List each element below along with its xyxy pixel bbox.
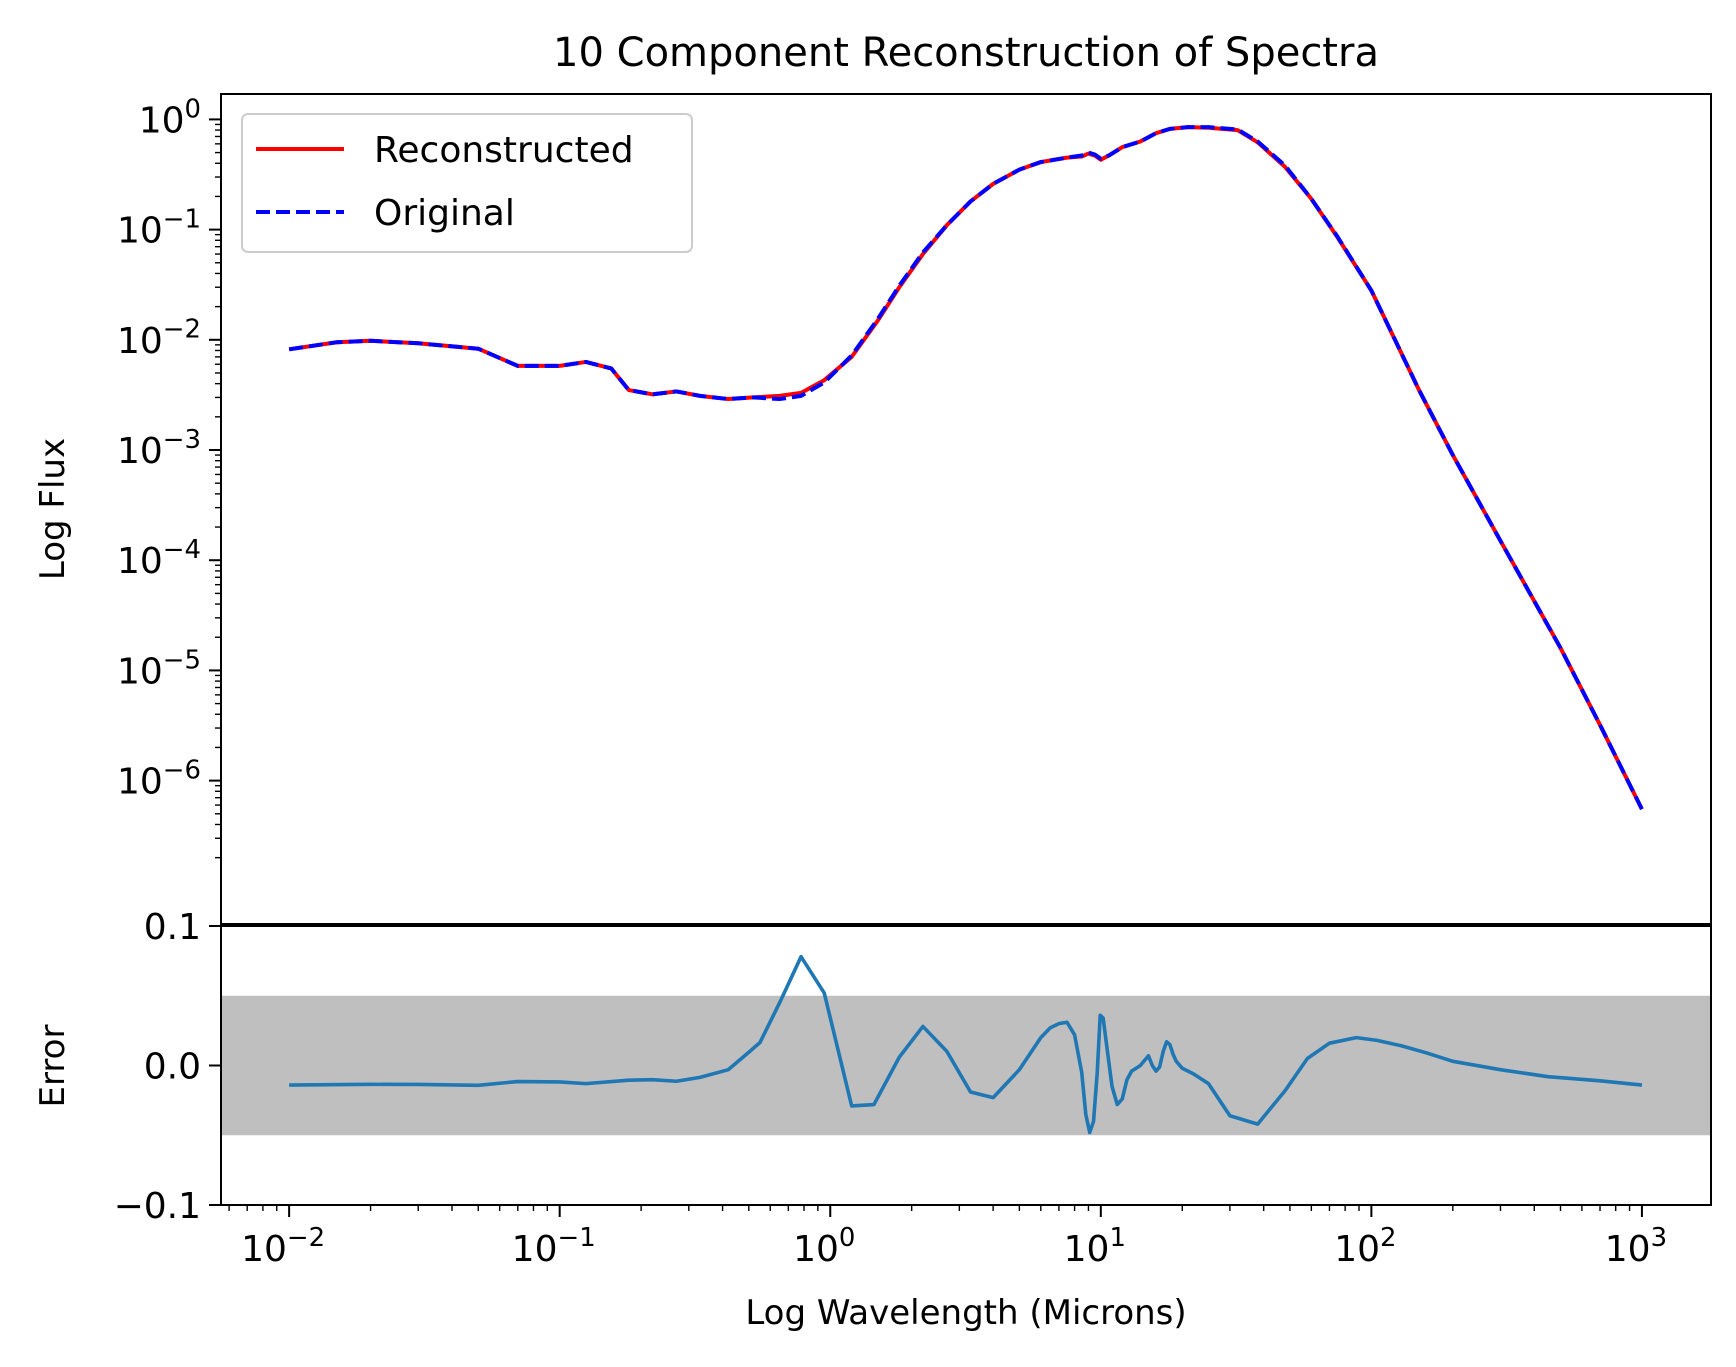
flux-y-axis: 100 10−1 10−2 10−3 10−4 10−5 10−6 <box>117 94 221 859</box>
y-tick-label: 10−5 <box>117 645 201 692</box>
y-tick-label: 10−1 <box>117 204 201 251</box>
error-y-label: Error <box>33 1025 73 1108</box>
error-series-group <box>289 954 1643 1135</box>
x-tick-label: 102 <box>1334 1223 1396 1270</box>
error-series-line <box>289 954 1643 1135</box>
legend-label-reconstructed: Reconstructed <box>374 130 634 171</box>
x-tick-label: 100 <box>793 1223 855 1270</box>
legend-label-original: Original <box>374 193 515 234</box>
flux-panel: 100 10−1 10−2 10−3 10−4 10−5 10−6 Log Flux Rec… <box>33 93 1712 925</box>
x-tick-label: 101 <box>1064 1223 1126 1270</box>
series-line-original <box>288 125 1644 811</box>
legend-frame <box>241 113 693 253</box>
flux-y-label: Log Flux <box>33 438 73 580</box>
error-y-tick-label: −0.1 <box>114 1186 201 1227</box>
y-tick-label: 10−4 <box>117 535 201 582</box>
error-band <box>221 995 1711 1136</box>
y-tick-label: 10−3 <box>117 425 201 472</box>
flux-series-group <box>288 125 1644 811</box>
x-tick-label: 10−1 <box>512 1223 596 1270</box>
legend: Reconstructed Original <box>241 113 693 253</box>
y-tick-label: 10−2 <box>117 315 201 362</box>
error-panel: 0.1 0.0 −0.1 10−2 10−1 100 101 102 103 Error Lo… <box>33 907 1712 1333</box>
x-axis: 10−2 10−1 100 101 102 103 <box>228 1205 1667 1270</box>
x-axis-label: Log Wavelength (Microns) <box>745 1293 1186 1333</box>
y-tick-label: 100 <box>139 94 201 141</box>
error-axes-frame <box>220 925 1712 1206</box>
chart-title: 10 Component Reconstruction of Spectra <box>553 30 1379 76</box>
flux-axes-frame <box>220 93 1712 925</box>
error-y-tick-label: 0.0 <box>144 1047 201 1088</box>
error-y-tick-label: 0.1 <box>144 907 201 948</box>
x-tick-label: 103 <box>1605 1223 1667 1270</box>
error-y-axis: 0.1 0.0 −0.1 <box>114 907 221 1227</box>
x-tick-label: 10−2 <box>241 1223 325 1270</box>
y-tick-label: 10−6 <box>117 756 201 803</box>
